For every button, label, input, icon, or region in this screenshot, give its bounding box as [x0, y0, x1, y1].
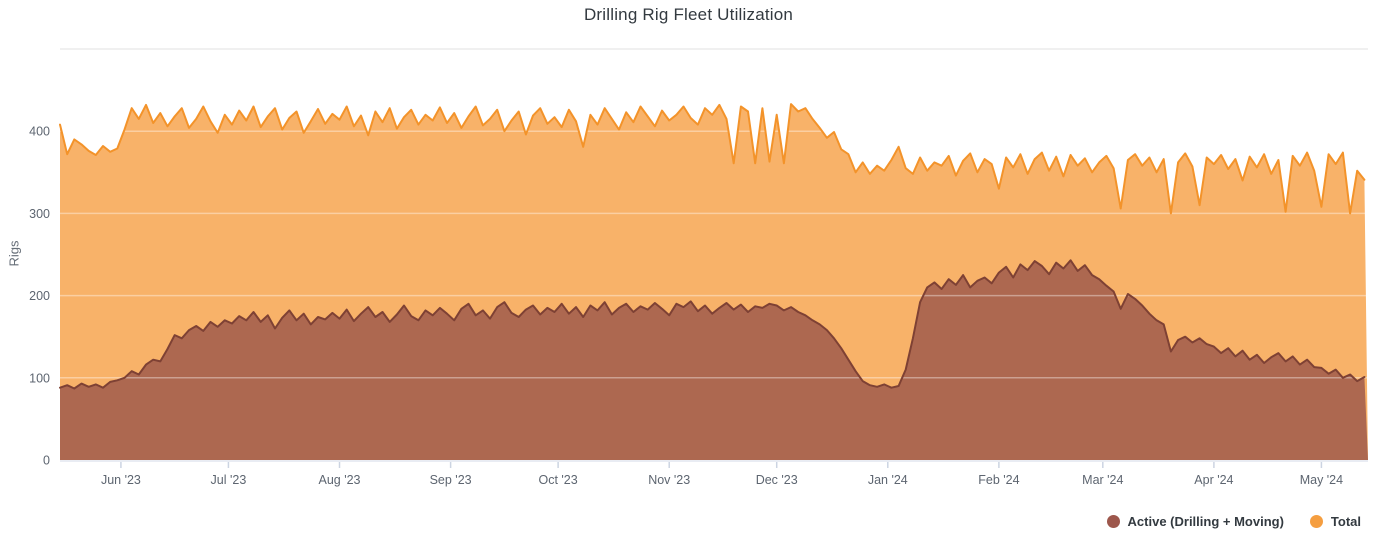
x-tick-label: Jul '23: [211, 473, 247, 487]
legend: Active (Drilling + Moving) Total: [1106, 514, 1361, 529]
x-tick-label: Jun '23: [101, 473, 141, 487]
x-tick-label: Sep '23: [430, 473, 472, 487]
active-legend-dot-icon: [1106, 515, 1120, 528]
x-tick-label: Aug '23: [319, 473, 361, 487]
y-tick-label: 0: [43, 454, 50, 468]
legend-label: Total: [1330, 514, 1361, 529]
chart-title: Drilling Rig Fleet Utilization: [583, 5, 794, 24]
x-tick-label: Mar '24: [1082, 473, 1123, 487]
series-active-area[interactable]: [60, 260, 1368, 460]
legend-label: Active (Drilling + Moving): [1127, 514, 1284, 529]
x-tick-label: Nov '23: [648, 473, 690, 487]
x-tick-label: May '24: [1300, 473, 1343, 487]
legend-item-total[interactable]: Total: [1309, 514, 1361, 529]
x-tick-label: Apr '24: [1194, 473, 1233, 487]
y-tick-label: 200: [29, 289, 50, 303]
legend-item-active[interactable]: Active (Drilling + Moving): [1106, 514, 1284, 529]
x-tick-label: Dec '23: [756, 473, 798, 487]
x-tick-label: Feb '24: [978, 473, 1019, 487]
y-tick-label: 100: [29, 371, 50, 385]
y-tick-label: 300: [29, 207, 50, 221]
x-tick-label: Oct '23: [539, 473, 578, 487]
series-active-line[interactable]: [59, 259, 1366, 390]
y-tick-label: 400: [29, 125, 50, 139]
total-legend-dot-icon: [1309, 515, 1323, 528]
series-total-line[interactable]: [59, 103, 1366, 215]
x-tick-label: Jan '24: [868, 473, 908, 487]
